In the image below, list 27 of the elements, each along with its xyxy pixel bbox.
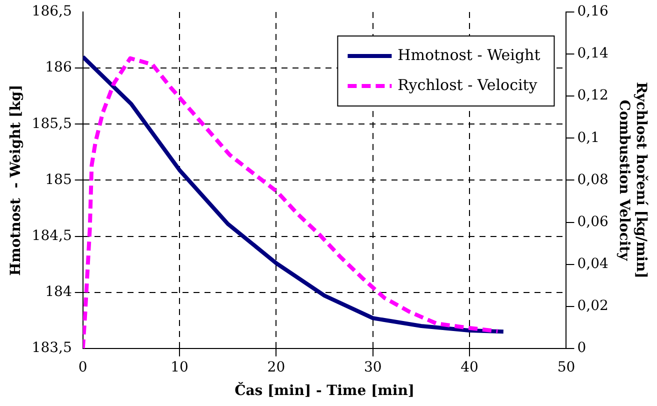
x-tick-label: 20: [267, 359, 286, 376]
y-tick-label: 184,5: [32, 228, 72, 244]
y-tick-label: 184: [45, 284, 72, 300]
y2-tick-label: 0,12: [577, 88, 608, 104]
y2-tick-label: 0,04: [577, 256, 608, 272]
y-tick-label: 186: [45, 60, 72, 76]
y2-axis-title: Rychlost hoření [kg/min] Combustion Velocity: [616, 82, 649, 278]
y2-tick-label: 0,02: [577, 298, 608, 314]
x-axis-title: Čas [min] - Time [min]: [234, 382, 415, 400]
y2-tick-label: 0: [577, 340, 586, 356]
x-tick-label: 0: [78, 359, 88, 376]
legend-label: Rychlost - Velocity: [398, 76, 538, 94]
y-tick-label: 186,5: [32, 4, 72, 20]
x-tick-label: 10: [170, 359, 188, 376]
legend-label: Hmotnost - Weight: [398, 46, 540, 64]
y-tick-label: 185: [45, 172, 72, 188]
y2-tick-label: 0,14: [577, 46, 608, 62]
x-tick-label: 30: [364, 359, 382, 376]
y-axis-title: Hmotnost - Weight [kg]: [8, 84, 24, 276]
y2-tick-label: 0,16: [577, 4, 608, 20]
y-tick-label: 183,5: [32, 340, 72, 356]
x-tick-label: 50: [557, 359, 576, 376]
y-tick-label: 185,5: [32, 116, 72, 132]
y2-tick-label: 0,08: [577, 172, 608, 188]
y2-tick-label: 0,06: [577, 214, 608, 230]
x-tick-label: 40: [460, 359, 478, 376]
y2-tick-label: 0,1: [577, 130, 600, 146]
